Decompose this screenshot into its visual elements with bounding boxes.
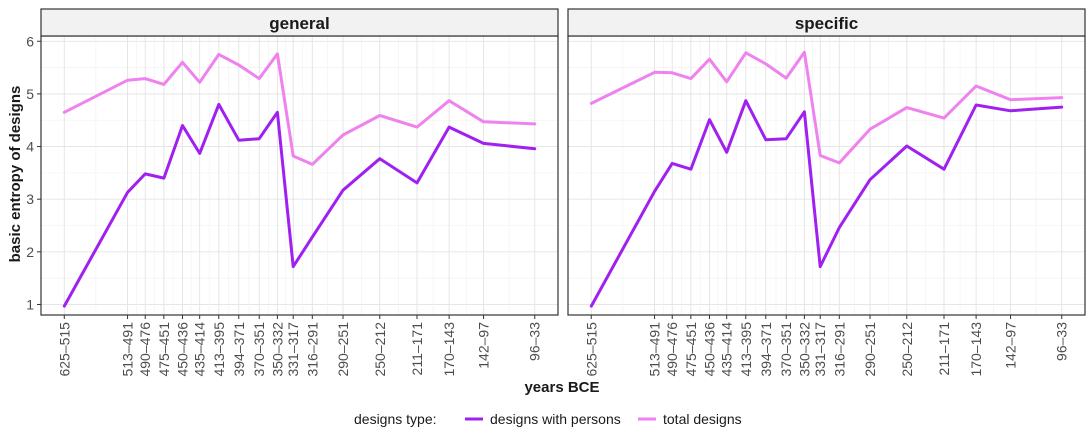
x-tick-label: 331–317 [812,322,828,377]
series-line-designs-with-persons [589,99,1064,308]
facet-title: general [269,14,329,33]
y-tick-label: 3 [26,191,34,207]
y-tick-label: 6 [26,33,34,49]
x-tick-label: 350–332 [796,322,812,377]
x-tick-label: 413–395 [211,322,227,377]
x-tick-label: 450–436 [174,322,190,377]
x-tick-label: 250–212 [899,322,915,377]
panel-specific: specific 625–515 513–491 490–476 475–451 450–… [567,8,1086,377]
x-tick-label: 370–351 [251,322,267,377]
x-tick-label: 450–436 [701,322,717,377]
x-tick-label: 290–251 [335,322,351,377]
x-tick-label: 513–491 [120,322,136,377]
x-tick-label: 96–33 [1054,322,1070,361]
x-tick-label: 435–414 [192,322,208,377]
y-axis-label: basic entropy of designs [7,86,24,263]
y-tick-label: 4 [26,139,34,155]
facet-title: specific [795,14,858,33]
x-tick-label: 625–515 [56,322,72,377]
y-tick-label: 1 [26,296,34,312]
y-tick-label: 5 [26,86,34,102]
x-tick-label: 331–317 [285,322,301,377]
x-tick-label: 625–515 [583,322,599,377]
x-tick-label: 413–395 [738,322,754,377]
x-tick-label: 490–476 [664,322,680,377]
x-tick-label: 435–414 [719,322,735,377]
facet-strip [567,8,1086,37]
x-tick-label: 170–143 [441,322,457,377]
series-line-total-designs [589,50,1064,165]
series-line-designs-with-persons [62,102,537,308]
series-line-total-designs [62,52,537,166]
facet-strip [40,8,559,37]
y-tick-label: 2 [26,244,34,260]
x-tick-label: 394–371 [231,322,247,377]
x-tick-label: 170–143 [968,322,984,377]
x-tick-label: 350–332 [269,322,285,377]
plot-background [41,36,558,315]
legend: designs type: designs with persons total… [354,411,742,427]
x-tick-label: 142–97 [476,322,492,369]
x-tick-label: 290–251 [862,322,878,377]
x-tick-label: 316–291 [304,322,320,377]
x-tick-label: 513–491 [647,322,663,377]
x-tick-label: 211–171 [409,322,425,376]
legend-label-designs-with-persons: designs with persons [490,411,621,427]
x-tick-label: 96–33 [527,322,543,361]
legend-label-total-designs: total designs [663,411,742,427]
x-tick-label: 316–291 [831,322,847,377]
x-tick-label: 142–97 [1003,322,1019,369]
legend-title: designs type: [354,411,437,427]
panel-general: general 1 2 3 4 5 6 625–515 513–491 490–476 475–45… [26,8,559,377]
x-tick-label: 370–351 [778,322,794,377]
x-tick-label: 475–451 [683,322,699,377]
x-tick-label: 250–212 [372,322,388,377]
x-tick-label: 394–371 [758,322,774,377]
x-tick-label: 211–171 [936,322,952,376]
x-tick-label: 490–476 [137,322,153,377]
x-tick-label: 475–451 [156,322,172,377]
x-axis-label: years BCE [524,379,599,396]
